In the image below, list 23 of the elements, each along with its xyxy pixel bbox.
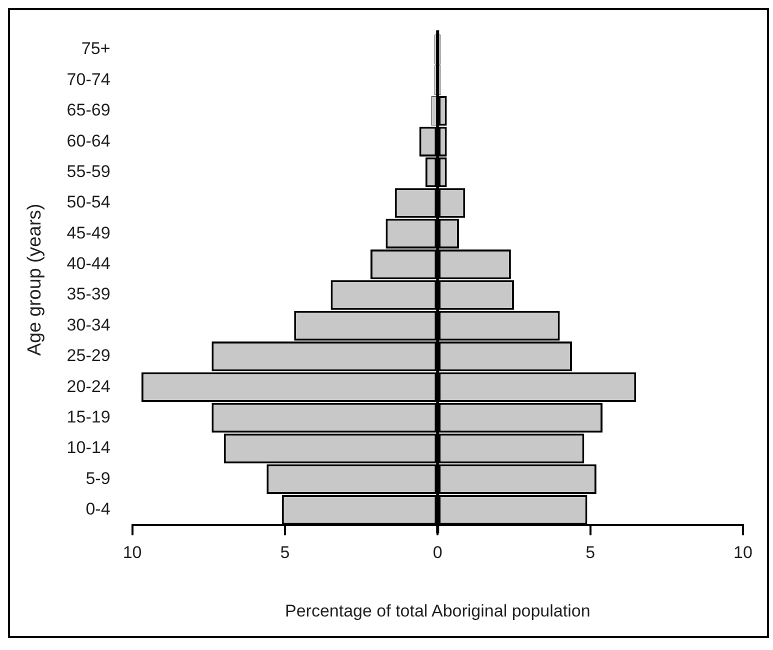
y-tick-label: 5-9: [86, 468, 110, 488]
y-tick-label: 40-44: [66, 254, 110, 274]
y-tick-label: 70-74: [66, 70, 110, 89]
x-tick-label: 0: [432, 543, 442, 562]
y-tick-label: 65-69: [66, 100, 110, 120]
y-tick-label: 15-19: [66, 407, 110, 426]
y-tick-label: 0-4: [86, 500, 110, 519]
y-tick-label: 75+: [81, 39, 110, 58]
y-tick-label: 60-64: [66, 131, 110, 150]
y-tick-label: 10-14: [66, 438, 110, 458]
y-tick-label: 20-24: [66, 376, 110, 396]
y-tick-label: 55-59: [66, 162, 110, 181]
x-tick-label: 10: [122, 543, 142, 562]
y-tick-label: 30-34: [66, 315, 110, 334]
x-tick-label: 10: [734, 543, 752, 562]
x-axis-title: Percentage of total Aboriginal population: [285, 601, 590, 620]
x-tick-label: 5: [586, 543, 596, 562]
y-axis-title: Age group (years): [24, 204, 46, 356]
y-tick-label: 35-39: [66, 284, 110, 304]
x-tick-label: 5: [280, 543, 290, 562]
y-tick-label: 25-29: [66, 346, 110, 366]
y-tick-label: 50-54: [66, 192, 110, 212]
y-tick-label: 45-49: [66, 223, 110, 242]
